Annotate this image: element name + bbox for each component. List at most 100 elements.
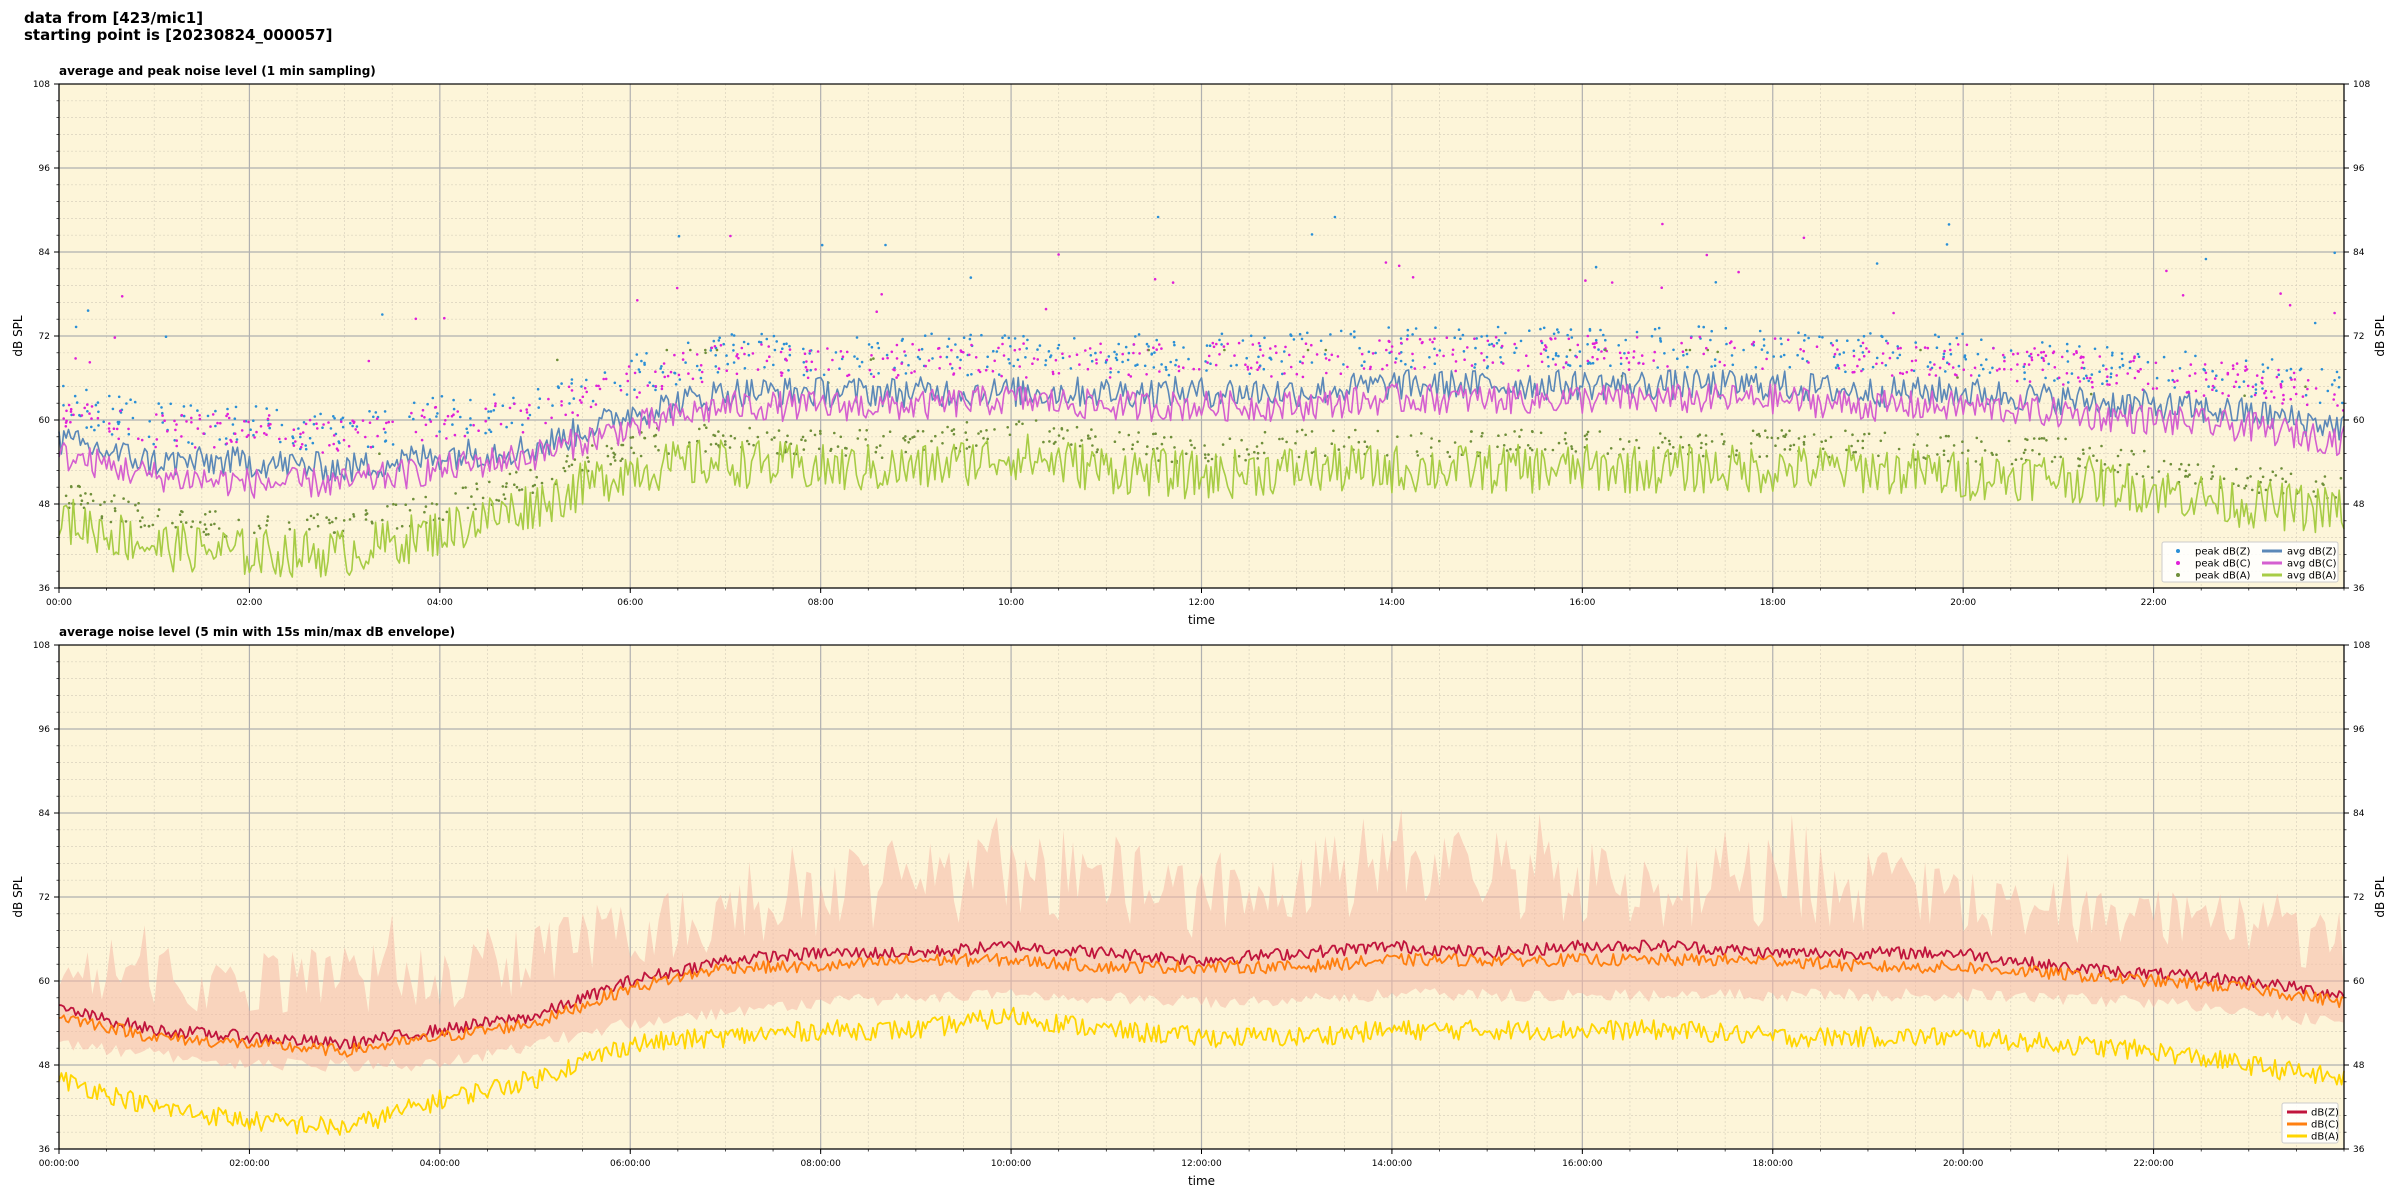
peak-point [1396, 435, 1399, 439]
peak-point [325, 516, 328, 519]
y-tick-label: 36 [39, 1145, 51, 1155]
peak-point [687, 372, 690, 375]
peak-point [1192, 367, 1195, 371]
y-tick-label: 96 [39, 725, 51, 735]
peak-point [2279, 382, 2283, 386]
peak-point [1129, 375, 1133, 378]
peak-point [1513, 430, 1516, 433]
peak-point [1609, 447, 1613, 450]
peak-point [408, 509, 412, 512]
peak-point [2254, 383, 2258, 386]
peak-point [1934, 374, 1938, 377]
peak-point [2126, 372, 2129, 375]
peak-point [1051, 370, 1055, 374]
peak-point [2130, 449, 2133, 453]
peak-point [322, 423, 325, 426]
peak-point [2305, 403, 2309, 407]
peak-point [838, 367, 841, 371]
peak-point [2270, 358, 2274, 361]
peak-point [630, 446, 633, 450]
peak-point [489, 430, 493, 434]
peak-point [93, 428, 96, 432]
peak-point [699, 376, 703, 380]
peak-point [886, 356, 889, 360]
peak-point [934, 434, 937, 438]
peak-point [2255, 374, 2259, 377]
peak-point [1269, 358, 1273, 361]
peak-point [1910, 359, 1914, 363]
peak-point [1851, 433, 1854, 437]
peak-point [209, 425, 212, 428]
x-tick-label: 20:00:00 [1943, 1159, 1984, 1169]
peak-point [565, 460, 568, 463]
peak-point [2261, 387, 2264, 390]
peak-point [1945, 243, 1949, 246]
peak-point [424, 495, 428, 499]
peak-point [70, 413, 73, 417]
peak-point [1036, 358, 1039, 361]
peak-point [1818, 335, 1821, 339]
peak-point [1564, 442, 1568, 445]
peak-point [1942, 449, 1946, 453]
peak-point [673, 371, 677, 375]
peak-point [2051, 351, 2055, 355]
peak-point [802, 347, 805, 351]
peak-point [2271, 470, 2275, 474]
peak-point [1007, 358, 1010, 361]
peak-point [809, 368, 812, 372]
peak-point [299, 432, 302, 436]
peak-point [1433, 362, 1437, 366]
peak-point [2041, 368, 2044, 372]
figure-header: data from [423/mic1] starting point is [… [24, 10, 332, 44]
peak-point [833, 431, 836, 435]
peak-point [515, 485, 519, 489]
peak-point [627, 365, 631, 368]
peak-point [1926, 365, 1930, 368]
peak-point [1832, 355, 1836, 359]
peak-point [578, 399, 582, 402]
peak-point [1346, 365, 1349, 369]
peak-point [62, 384, 65, 388]
peak-point [1713, 364, 1717, 368]
peak-point [2040, 437, 2044, 440]
peak-point [1936, 453, 1939, 456]
peak-point [619, 459, 622, 463]
peak-point [2053, 366, 2057, 369]
peak-point [1672, 446, 1675, 449]
peak-point [1358, 346, 1361, 350]
peak-point [1556, 328, 1559, 331]
peak-point [280, 423, 284, 427]
series-line-db-z- [58, 939, 2345, 1050]
peak-point [102, 420, 105, 424]
peak-point [560, 404, 563, 407]
peak-point [1652, 359, 1655, 362]
peak-point [959, 358, 962, 362]
peak-point [1288, 353, 1291, 357]
peak-point [586, 456, 589, 459]
peak-point [226, 407, 229, 411]
peak-point [904, 354, 907, 357]
peak-point [621, 457, 624, 461]
peak-point [1494, 335, 1498, 339]
peak-point [1470, 430, 1473, 433]
peak-point [2098, 355, 2102, 358]
peak-point [801, 435, 805, 439]
peak-point [709, 349, 713, 352]
peak-point [1257, 355, 1260, 359]
peak-point [945, 355, 949, 359]
peak-point [1099, 351, 1102, 354]
peak-point [352, 420, 356, 424]
peak-point [214, 510, 217, 513]
legend-label: peak dB(Z) [2195, 547, 2251, 558]
peak-point [2337, 376, 2341, 379]
peak-point [2078, 380, 2082, 383]
peak-point [127, 432, 131, 436]
peak-point [1400, 351, 1403, 354]
peak-point [2261, 363, 2265, 366]
peak-point [540, 481, 544, 485]
peak-point [1515, 346, 1518, 350]
peak-point [1947, 434, 1950, 438]
peak-point [1042, 440, 1045, 444]
peak-point [979, 430, 983, 433]
peak-point [946, 425, 949, 429]
